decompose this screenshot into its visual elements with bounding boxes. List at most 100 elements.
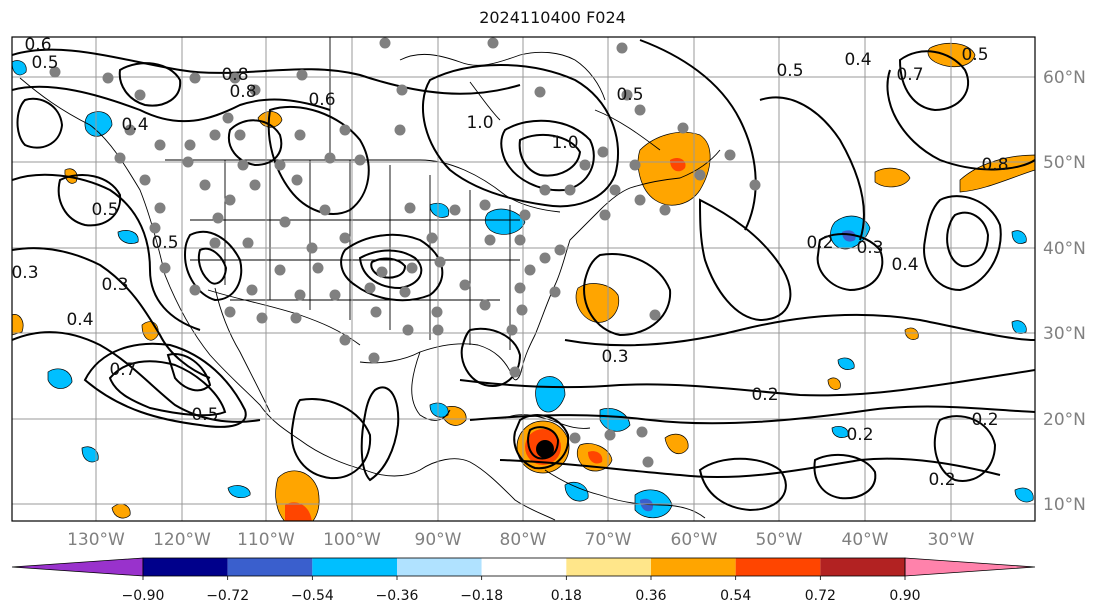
colorbar-tick-label: 0.90 — [889, 588, 920, 604]
contour-label: 0.4 — [844, 50, 871, 70]
station-dot — [114, 152, 126, 164]
station-dot — [149, 222, 161, 234]
station-dot — [524, 264, 536, 276]
station-dot — [597, 146, 609, 158]
contour-line — [16, 97, 64, 149]
station-dot — [634, 194, 646, 206]
station-dot — [426, 232, 438, 244]
shade-region — [827, 377, 841, 390]
station-dot — [339, 124, 351, 136]
station-dot — [449, 204, 461, 216]
contour-line — [166, 353, 212, 392]
contour-line — [898, 50, 970, 112]
station-dot — [459, 279, 471, 291]
station-dot — [242, 237, 254, 249]
station-dot — [159, 262, 171, 274]
contour-line — [12, 247, 211, 379]
contour-line — [527, 426, 560, 460]
contour-line — [698, 198, 792, 322]
contour-label: 0.8 — [229, 82, 256, 102]
lat-tick-label: 30°N — [1043, 324, 1086, 344]
station-dot — [184, 139, 196, 151]
colorbar-segment — [820, 558, 905, 576]
contour-label: 0.6 — [308, 90, 335, 110]
station-dot — [484, 234, 496, 246]
shade-region — [81, 446, 99, 463]
station-dot — [569, 432, 581, 444]
station-dot — [154, 202, 166, 214]
colorbar-tick-label: −0.36 — [376, 588, 419, 604]
station-dot — [579, 159, 591, 171]
contour-line — [12, 173, 201, 331]
shade-region — [47, 368, 73, 389]
longitude-labels: 130°W 120°W 110°W 100°W 90°W 80°W 70°W 60°W 50°W… — [67, 530, 975, 550]
contour-label: 1.0 — [466, 113, 493, 133]
shade-region — [959, 154, 1035, 193]
station-dot — [609, 184, 621, 196]
contour-label: 0.5 — [961, 45, 988, 65]
station-dot — [549, 286, 561, 298]
coastline — [19, 77, 556, 521]
station-dot — [339, 334, 351, 346]
colorbar: −0.90 −0.72 −0.54 −0.36 −0.18 0.18 0.36 0.54 0.7… — [11, 557, 1036, 604]
station-dot — [209, 237, 221, 249]
station-dot — [404, 202, 416, 214]
contour-line — [83, 342, 247, 428]
station-dot — [249, 179, 261, 191]
contour-line — [698, 457, 787, 512]
station-dot — [224, 306, 236, 318]
shade-region — [484, 208, 526, 235]
colorbar-outline — [142, 557, 906, 577]
colorbar-extend-high — [904, 557, 1036, 577]
contour-line — [499, 457, 1001, 479]
contour-label: 0.3 — [11, 263, 38, 283]
shade-region — [837, 357, 855, 370]
map-title: 2024110400 F024 — [479, 8, 626, 27]
station-dot — [189, 72, 201, 84]
station-dot — [182, 156, 194, 168]
contour-label: 0.5 — [31, 53, 58, 73]
state-border — [469, 81, 661, 151]
shade-region — [535, 376, 566, 413]
contour-line — [460, 327, 522, 387]
contour-line — [518, 133, 582, 177]
coastline — [504, 414, 591, 429]
station-dot — [479, 299, 491, 311]
colorbar-segment — [397, 558, 482, 576]
shade-region — [227, 485, 251, 498]
colorbar-segment — [227, 558, 313, 576]
station-dot — [49, 66, 61, 78]
station-dot — [370, 306, 382, 318]
lon-tick-label: 40°W — [842, 530, 889, 550]
station-dot — [222, 112, 234, 124]
station-dot — [102, 72, 114, 84]
colorbar-tick-label: −0.18 — [460, 588, 503, 604]
station-dot — [564, 184, 576, 196]
lon-tick-label: 120°W — [153, 530, 211, 550]
station-dot — [224, 194, 236, 206]
lat-tick-label: 40°N — [1043, 239, 1086, 259]
shade-region — [831, 426, 849, 438]
station-dot — [394, 124, 406, 136]
contour-label: 0.3 — [601, 347, 628, 367]
contour-label: 0.7 — [896, 65, 923, 85]
shade-region — [285, 502, 312, 521]
station-dot — [364, 282, 376, 294]
shade-region — [536, 440, 554, 458]
coastline — [214, 287, 271, 413]
station-dot — [724, 149, 736, 161]
station-dot — [189, 284, 201, 296]
station-dot — [319, 204, 331, 216]
station-dot — [294, 289, 306, 301]
contour-line — [12, 85, 331, 123]
colorbar-tick-label: 0.18 — [551, 588, 582, 604]
lon-tick-label: 70°W — [585, 530, 632, 550]
contour-line — [197, 247, 228, 285]
station-dot — [634, 104, 646, 116]
contour-line — [946, 211, 990, 268]
contour-line — [759, 96, 865, 241]
lon-tick-label: 90°W — [415, 530, 462, 550]
contour-label: 0.5 — [91, 200, 118, 220]
lon-tick-label: 80°W — [500, 530, 547, 550]
